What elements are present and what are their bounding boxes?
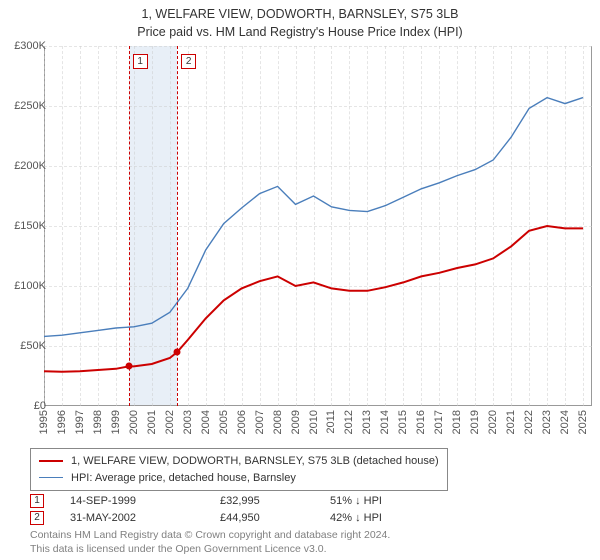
chart-legend: 1, WELFARE VIEW, DODWORTH, BARNSLEY, S75… xyxy=(30,448,448,491)
sale-marker-2: 2 xyxy=(30,511,44,525)
attribution-line2: This data is licensed under the Open Gov… xyxy=(30,542,390,556)
x-tick-label: 2010 xyxy=(308,410,320,434)
sale-date-1: 14-SEP-1999 xyxy=(70,495,220,507)
x-tick-label: 2006 xyxy=(236,410,248,434)
chart-lines-svg xyxy=(44,46,592,406)
x-tick-label: 1995 xyxy=(38,410,50,434)
sale-date-2: 31-MAY-2002 xyxy=(70,512,220,524)
x-tick-label: 1998 xyxy=(92,410,104,434)
x-tick-label: 2005 xyxy=(218,410,230,434)
legend-swatch-hpi xyxy=(39,477,63,478)
sale-marker-dot xyxy=(174,349,181,356)
x-tick-label: 2022 xyxy=(523,410,535,434)
legend-row-hpi: HPI: Average price, detached house, Barn… xyxy=(39,470,439,487)
series-line-hpi xyxy=(44,98,583,337)
x-tick-label: 2018 xyxy=(451,410,463,434)
x-tick-label: 2015 xyxy=(397,410,409,434)
x-tick-label: 2016 xyxy=(415,410,427,434)
x-tick-label: 2003 xyxy=(182,410,194,434)
x-tick-label: 2012 xyxy=(343,410,355,434)
event-label-box: 2 xyxy=(181,54,196,69)
x-tick-label: 2007 xyxy=(254,410,266,434)
x-tick-label: 2020 xyxy=(487,410,499,434)
attribution-line1: Contains HM Land Registry data © Crown c… xyxy=(30,528,390,542)
x-tick-label: 2014 xyxy=(379,410,391,434)
sale-marker-1: 1 xyxy=(30,494,44,508)
legend-label-hpi: HPI: Average price, detached house, Barn… xyxy=(71,470,296,487)
x-tick-label: 2019 xyxy=(469,410,481,434)
x-tick-label: 2002 xyxy=(164,410,176,434)
y-tick-label: £100K xyxy=(2,280,46,292)
x-tick-label: 1997 xyxy=(74,410,86,434)
series-line-price_paid xyxy=(44,226,583,372)
sale-delta-1: 51% ↓ HPI xyxy=(330,495,450,507)
x-tick-label: 2008 xyxy=(272,410,284,434)
x-tick-label: 2023 xyxy=(541,410,553,434)
y-tick-label: £250K xyxy=(2,100,46,112)
x-tick-label: 2017 xyxy=(433,410,445,434)
y-tick-label: £50K xyxy=(2,340,46,352)
y-tick-label: £200K xyxy=(2,160,46,172)
arrow-down-icon: ↓ xyxy=(355,512,361,524)
sale-row-2: 2 31-MAY-2002 £44,950 42% ↓ HPI xyxy=(30,509,450,526)
chart-plot-area: 12 xyxy=(44,46,592,406)
sale-marker-dot xyxy=(125,363,132,370)
sale-delta-2: 42% ↓ HPI xyxy=(330,512,450,524)
x-tick-label: 2004 xyxy=(200,410,212,434)
attribution-text: Contains HM Land Registry data © Crown c… xyxy=(30,528,390,556)
sale-row-1: 1 14-SEP-1999 £32,995 51% ↓ HPI xyxy=(30,492,450,509)
arrow-down-icon: ↓ xyxy=(355,495,361,507)
x-tick-label: 2000 xyxy=(128,410,140,434)
y-tick-label: £300K xyxy=(2,40,46,52)
x-tick-label: 1996 xyxy=(56,410,68,434)
title-line1: 1, WELFARE VIEW, DODWORTH, BARNSLEY, S75… xyxy=(0,6,600,24)
event-line xyxy=(129,46,130,406)
legend-row-price: 1, WELFARE VIEW, DODWORTH, BARNSLEY, S75… xyxy=(39,453,439,470)
y-tick-label: £150K xyxy=(2,220,46,232)
title-line2: Price paid vs. HM Land Registry's House … xyxy=(0,24,600,42)
sale-price-1: £32,995 xyxy=(220,495,330,507)
sale-price-2: £44,950 xyxy=(220,512,330,524)
x-tick-label: 2009 xyxy=(290,410,302,434)
chart-title: 1, WELFARE VIEW, DODWORTH, BARNSLEY, S75… xyxy=(0,0,600,41)
event-label-box: 1 xyxy=(133,54,148,69)
legend-label-price: 1, WELFARE VIEW, DODWORTH, BARNSLEY, S75… xyxy=(71,453,439,470)
sales-table: 1 14-SEP-1999 £32,995 51% ↓ HPI 2 31-MAY… xyxy=(30,492,450,526)
x-tick-label: 2013 xyxy=(361,410,373,434)
x-tick-label: 2011 xyxy=(325,410,337,434)
x-tick-label: 2021 xyxy=(505,410,517,434)
x-tick-label: 1999 xyxy=(110,410,122,434)
x-tick-label: 2025 xyxy=(577,410,589,434)
legend-swatch-price xyxy=(39,460,63,462)
x-tick-label: 2024 xyxy=(559,410,571,434)
x-tick-label: 2001 xyxy=(146,410,158,434)
